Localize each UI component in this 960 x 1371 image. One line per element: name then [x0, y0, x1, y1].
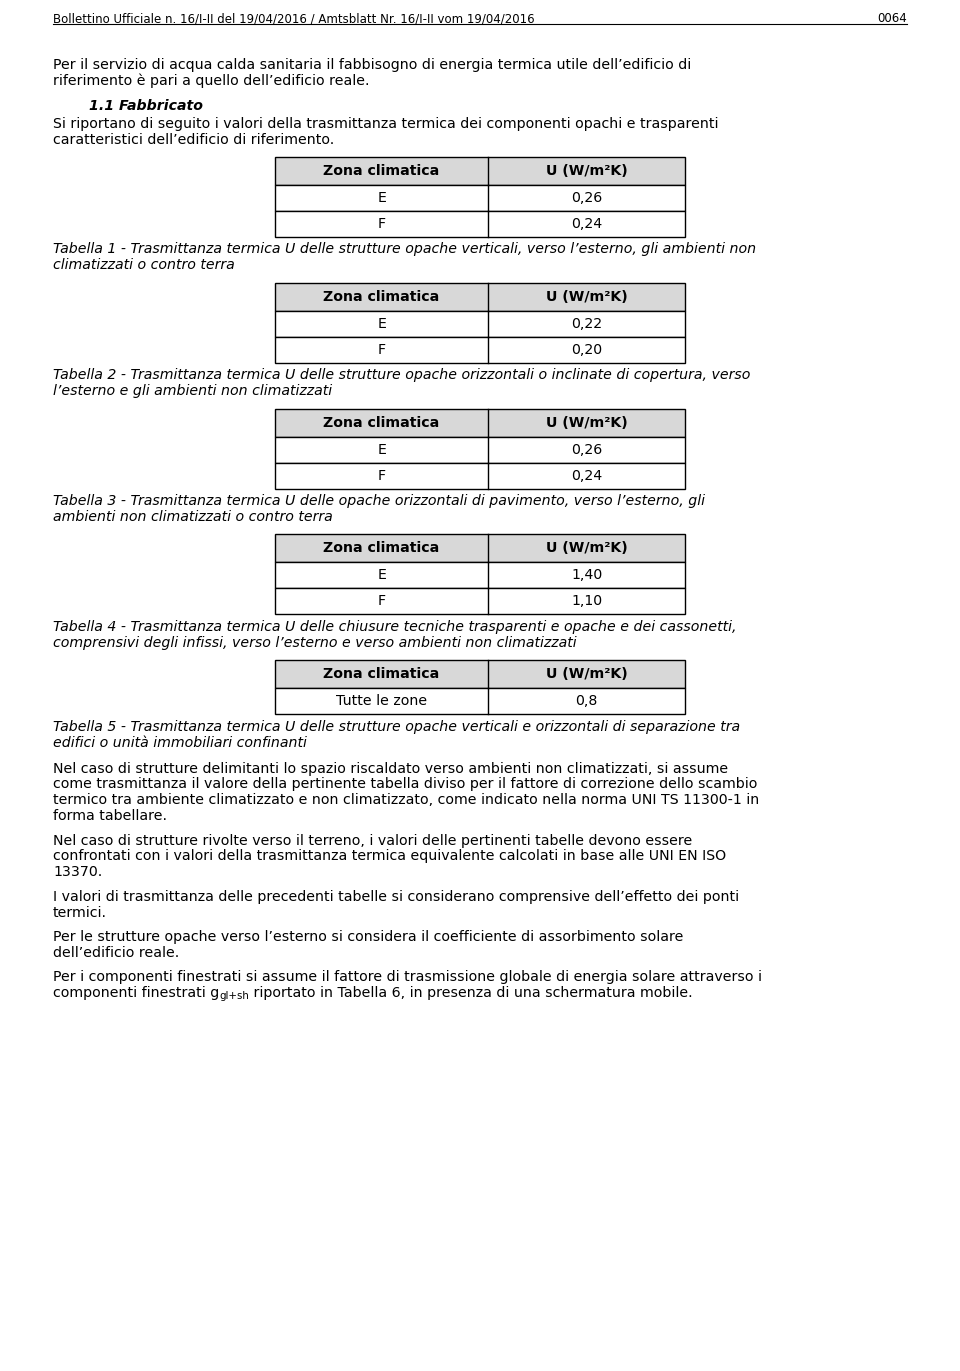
- Text: E: E: [377, 569, 386, 583]
- Text: come trasmittanza il valore della pertinente tabella diviso per il fattore di co: come trasmittanza il valore della pertin…: [53, 777, 757, 791]
- Text: F: F: [377, 595, 386, 609]
- Bar: [276, 409, 685, 436]
- Text: U (W/m²K): U (W/m²K): [545, 415, 628, 429]
- Text: riferimento è pari a quello dell’edificio reale.: riferimento è pari a quello dell’edifici…: [53, 74, 370, 88]
- Bar: [276, 156, 685, 185]
- Text: Si riportano di seguito i valori della trasmittanza termica dei componenti opach: Si riportano di seguito i valori della t…: [53, 118, 718, 132]
- Text: componenti finestrati g: componenti finestrati g: [53, 986, 219, 999]
- Text: componenti finestrati g: componenti finestrati g: [53, 986, 219, 999]
- Bar: [276, 211, 685, 237]
- Bar: [276, 588, 685, 614]
- Text: E: E: [377, 443, 386, 457]
- Text: 0,20: 0,20: [571, 343, 602, 356]
- Text: gl+sh: gl+sh: [219, 991, 250, 1001]
- Text: Per il servizio di acqua calda sanitaria il fabbisogno di energia termica utile : Per il servizio di acqua calda sanitaria…: [53, 58, 691, 73]
- Bar: [276, 311, 685, 337]
- Text: 0,26: 0,26: [571, 443, 602, 457]
- Text: Zona climatica: Zona climatica: [324, 289, 440, 303]
- Text: 1,40: 1,40: [571, 569, 602, 583]
- Text: climatizzati o contro terra: climatizzati o contro terra: [53, 258, 235, 273]
- Text: gl+sh: gl+sh: [219, 991, 250, 1001]
- Text: ambienti non climatizzati o contro terra: ambienti non climatizzati o contro terra: [53, 510, 333, 524]
- Text: 0,26: 0,26: [571, 191, 602, 204]
- Text: U (W/m²K): U (W/m²K): [545, 163, 628, 178]
- Text: riportato in Tabella 6, in presenza di una schermatura mobile.: riportato in Tabella 6, in presenza di u…: [250, 986, 693, 999]
- Text: Tabella 1 - Trasmittanza termica U delle strutture opache verticali, verso l’est: Tabella 1 - Trasmittanza termica U delle…: [53, 243, 756, 256]
- Text: Tutte le zone: Tutte le zone: [336, 694, 427, 709]
- Text: 0,24: 0,24: [571, 469, 602, 483]
- Bar: [276, 282, 685, 311]
- Text: 0,22: 0,22: [571, 317, 602, 330]
- Bar: [276, 562, 685, 588]
- Text: 1,10: 1,10: [571, 595, 602, 609]
- Bar: [276, 661, 685, 688]
- Text: Zona climatica: Zona climatica: [324, 542, 440, 555]
- Text: U (W/m²K): U (W/m²K): [545, 668, 628, 681]
- Text: E: E: [377, 317, 386, 330]
- Text: F: F: [377, 343, 386, 356]
- Bar: [276, 535, 685, 562]
- Text: Tabella 4 - Trasmittanza termica U delle chiusure tecniche trasparenti e opache : Tabella 4 - Trasmittanza termica U delle…: [53, 620, 736, 633]
- Text: U (W/m²K): U (W/m²K): [545, 289, 628, 303]
- Text: l’esterno e gli ambienti non climatizzati: l’esterno e gli ambienti non climatizzat…: [53, 384, 332, 398]
- Text: Zona climatica: Zona climatica: [324, 163, 440, 178]
- Text: I valori di trasmittanza delle precedenti tabelle si considerano comprensive del: I valori di trasmittanza delle precedent…: [53, 890, 739, 903]
- Text: dell’edificio reale.: dell’edificio reale.: [53, 946, 180, 960]
- Text: F: F: [377, 469, 386, 483]
- Text: Tabella 2 - Trasmittanza termica U delle strutture opache orizzontali o inclinat: Tabella 2 - Trasmittanza termica U delle…: [53, 369, 751, 383]
- Text: termico tra ambiente climatizzato e non climatizzato, come indicato nella norma : termico tra ambiente climatizzato e non …: [53, 794, 759, 808]
- Text: Tabella 5 - Trasmittanza termica U delle strutture opache verticali e orizzontal: Tabella 5 - Trasmittanza termica U delle…: [53, 720, 740, 733]
- Bar: [276, 185, 685, 211]
- Text: comprensivi degli infissi, verso l’esterno e verso ambienti non climatizzati: comprensivi degli infissi, verso l’ester…: [53, 636, 577, 650]
- Text: forma tabellare.: forma tabellare.: [53, 809, 167, 823]
- Text: confrontati con i valori della trasmittanza termica equivalente calcolati in bas: confrontati con i valori della trasmitta…: [53, 850, 726, 864]
- Text: 1.1 Fabbricato: 1.1 Fabbricato: [89, 99, 203, 112]
- Text: 13370.: 13370.: [53, 865, 103, 879]
- Text: U (W/m²K): U (W/m²K): [545, 542, 628, 555]
- Bar: [276, 436, 685, 462]
- Text: Per le strutture opache verso l’esterno si considera il coefficiente di assorbim: Per le strutture opache verso l’esterno …: [53, 930, 684, 945]
- Text: Bollettino Ufficiale n. 16/I-II del 19/04/2016 / Amtsblatt Nr. 16/I-II vom 19/04: Bollettino Ufficiale n. 16/I-II del 19/0…: [53, 12, 535, 25]
- Bar: [276, 688, 685, 714]
- Text: edifici o unità immobiliari confinanti: edifici o unità immobiliari confinanti: [53, 736, 307, 750]
- Text: termici.: termici.: [53, 905, 107, 920]
- Text: caratteristici dell’edificio di riferimento.: caratteristici dell’edificio di riferime…: [53, 133, 334, 147]
- Text: Nel caso di strutture rivolte verso il terreno, i valori delle pertinenti tabell: Nel caso di strutture rivolte verso il t…: [53, 834, 692, 847]
- Text: Tabella 3 - Trasmittanza termica U delle opache orizzontali di pavimento, verso : Tabella 3 - Trasmittanza termica U delle…: [53, 494, 705, 509]
- Text: Zona climatica: Zona climatica: [324, 415, 440, 429]
- Text: F: F: [377, 217, 386, 230]
- Text: 0,8: 0,8: [575, 694, 598, 709]
- Text: Per i componenti finestrati si assume il fattore di trasmissione globale di ener: Per i componenti finestrati si assume il…: [53, 971, 762, 984]
- Text: 0,24: 0,24: [571, 217, 602, 230]
- Text: 0064: 0064: [877, 12, 907, 25]
- Bar: [276, 462, 685, 488]
- Text: E: E: [377, 191, 386, 204]
- Text: Zona climatica: Zona climatica: [324, 668, 440, 681]
- Text: Nel caso di strutture delimitanti lo spazio riscaldato verso ambienti non climat: Nel caso di strutture delimitanti lo spa…: [53, 762, 728, 776]
- Bar: [276, 337, 685, 363]
